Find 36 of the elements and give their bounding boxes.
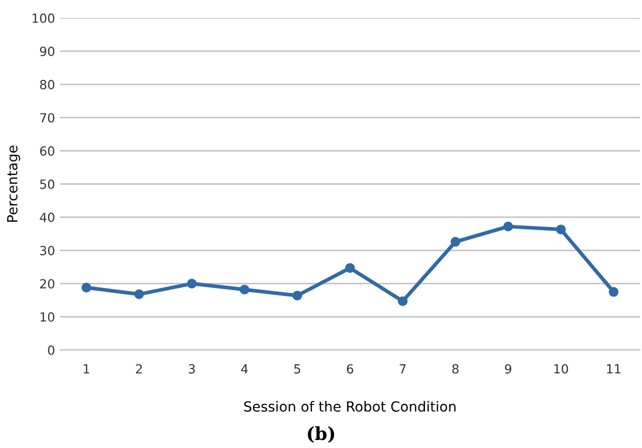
point	[292, 290, 302, 300]
point	[345, 263, 355, 273]
y-tick-label: 80	[40, 80, 54, 90]
x-tick-label: 3	[188, 364, 195, 374]
x-tick-label: 7	[400, 364, 406, 374]
point	[240, 284, 250, 294]
point	[503, 222, 514, 232]
x-tick-label: 6	[346, 364, 354, 374]
x-axis-title: Session of the Robot Condition	[244, 400, 456, 412]
point	[556, 224, 566, 234]
point	[398, 296, 408, 306]
x-tick-label: 11	[607, 364, 620, 374]
y-axis-title: Percentage	[7, 146, 20, 222]
y-tick-label: 20	[40, 279, 54, 289]
x-tick-label: 9	[504, 364, 512, 374]
x-tick-label: 10	[554, 364, 568, 374]
y-tick-label: 50	[40, 179, 54, 189]
y-tick-label: 90	[40, 46, 54, 56]
y-tick-label: 100	[32, 13, 54, 23]
y-tick-label: 70	[40, 113, 54, 123]
x-tick-label: 8	[452, 364, 459, 374]
x-tick-label: 5	[294, 364, 300, 374]
x-tick-label: 4	[241, 364, 248, 374]
y-tick-label: 10	[40, 312, 54, 322]
point	[134, 289, 144, 300]
x-tick-label: 2	[136, 364, 142, 374]
point	[82, 282, 92, 292]
y-tick-label: 30	[40, 246, 54, 256]
text: (b)	[308, 426, 334, 443]
y-tick-label: 0	[48, 345, 54, 355]
point	[186, 278, 197, 288]
point	[450, 236, 460, 247]
y-tick-label: 60	[40, 146, 54, 156]
y-tick-label: 40	[40, 212, 54, 222]
point	[608, 287, 618, 297]
x-tick-label: 1	[84, 364, 90, 374]
